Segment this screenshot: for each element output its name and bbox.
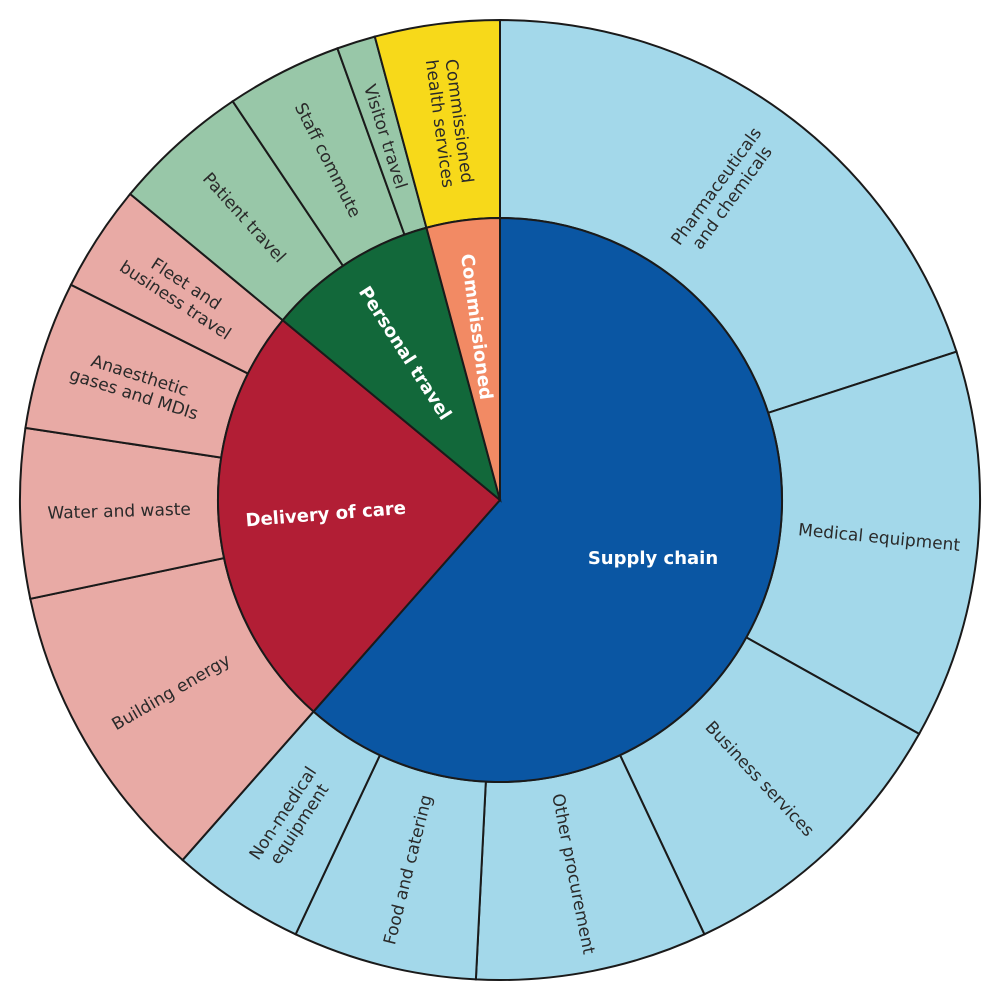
inner-segment-supply-chain <box>312 216 783 783</box>
inner-segment-delivery-of-care <box>217 318 502 713</box>
inner-label-supply-chain: Supply chain <box>588 548 718 569</box>
inner-segment-personal-travel <box>281 226 502 503</box>
inner-segment-commissioned <box>425 216 501 501</box>
outer-label-water-and-waste: Water and waste <box>47 500 191 524</box>
inner-ring <box>217 216 783 783</box>
